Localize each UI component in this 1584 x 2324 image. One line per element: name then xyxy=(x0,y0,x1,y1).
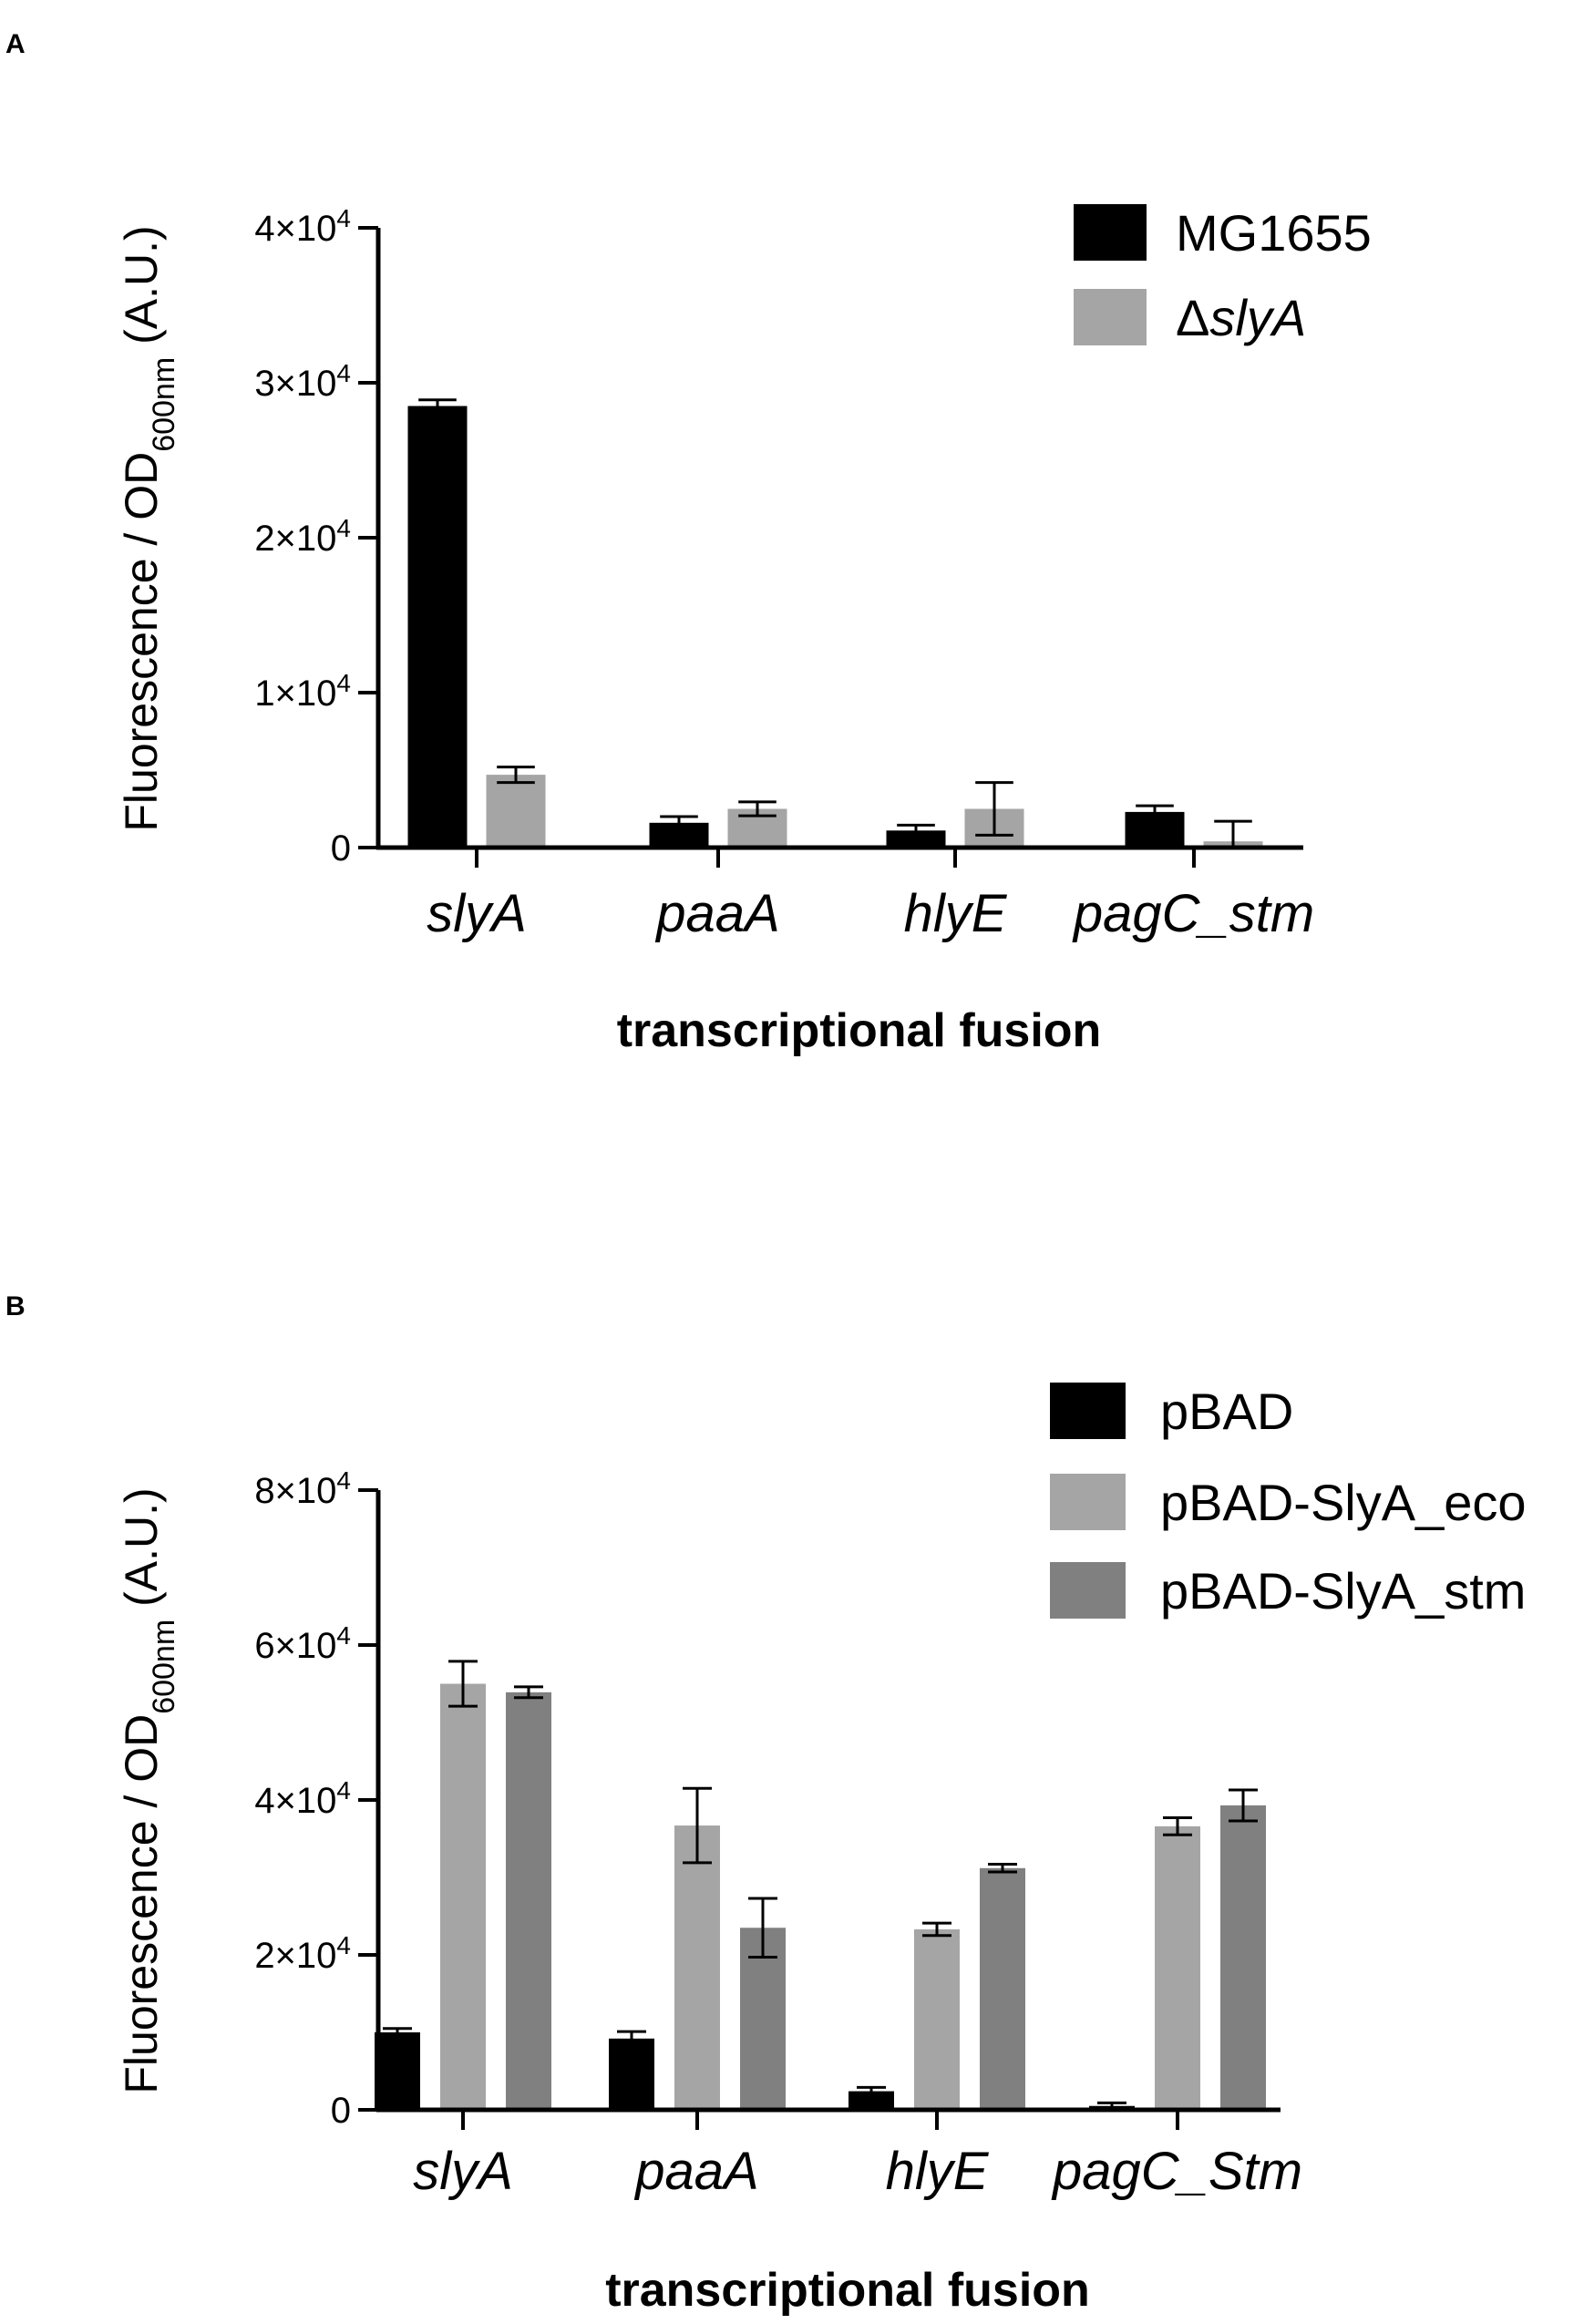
y-tick-label: 3×104 xyxy=(254,359,351,405)
bar-pbad-slya-eco-hlye xyxy=(914,1928,960,2110)
bar-pbad-paaa xyxy=(609,2038,654,2110)
legend-label-slya: ΔslyA xyxy=(1176,289,1306,346)
bar-pbad-slya-eco-pagc-stm xyxy=(1155,1825,1200,2110)
legend-swatch-pbad xyxy=(1050,1383,1126,1439)
x-tick-label-pagc-stm: pagC_Stm xyxy=(1051,2142,1302,2201)
error-bar-pbad-slya-eco-pagc-stm xyxy=(1163,1816,1192,1836)
legend-label-pbad-slya-stm: pBAD-SlyA_stm xyxy=(1160,1562,1526,1620)
bar-pbad-slya-eco-paaa xyxy=(674,1825,720,2110)
legend-label-pbad-slya-eco: pBAD-SlyA_eco xyxy=(1160,1474,1527,1531)
legend-swatch-pbad-slya-eco xyxy=(1050,1474,1126,1530)
error-bar-pbad-slya-eco-paaa xyxy=(683,1786,712,1865)
error-bar-pbad-slya-eco-hlye xyxy=(922,1921,951,1938)
panel-a-letter: A xyxy=(5,29,26,59)
legend: pBAD pBAD-SlyA_eco pBAD-SlyA_stm xyxy=(1050,1383,1527,1620)
x-tick-label-slya: slyA xyxy=(413,2142,513,2201)
x-tick-label-slya: slyA xyxy=(427,884,527,943)
bar-pbad-slya-eco-slya xyxy=(440,1683,486,2110)
bar-mg1655-slya xyxy=(407,406,468,848)
panel-b-letter: B xyxy=(5,1291,26,1321)
error-bar-slya-hlye xyxy=(975,781,1013,837)
x-axis-title: transcriptional fusion xyxy=(605,2264,1090,2317)
legend: MG1655 ΔslyA xyxy=(1074,204,1372,346)
x-tick-label-paaa: paaA xyxy=(654,884,779,943)
error-bar-pbad-hlye xyxy=(857,2085,886,2097)
y-axis-title: Fluorescence / OD600nm (A.U.) xyxy=(116,225,181,831)
error-bar-slya-paaa xyxy=(738,800,777,818)
error-bar-pbad-paaa xyxy=(617,2030,646,2047)
y-tick-label: 8×104 xyxy=(254,1466,351,1512)
y-tick-label: 0 xyxy=(331,2091,351,2131)
error-bar-mg1655-hlye xyxy=(897,823,935,838)
error-bar-pbad-slya xyxy=(383,2027,412,2038)
legend-label-mg1655: MG1655 xyxy=(1176,204,1372,262)
error-bar-mg1655-slya xyxy=(418,398,457,414)
y-tick-label: 6×104 xyxy=(254,1621,351,1667)
y-tick-label: 1×104 xyxy=(254,669,351,715)
error-bar-pbad-slya-stm-pagc-stm xyxy=(1229,1788,1258,1823)
bar-pbad-slya-stm-slya xyxy=(506,1692,551,2110)
y-tick-label: 0 xyxy=(331,828,351,869)
y-axis-title: Fluorescence / OD600nm (A.U.) xyxy=(116,1487,181,2093)
x-tick-label-hlye: hlyE xyxy=(904,884,1008,943)
legend-swatch-slya xyxy=(1074,289,1147,345)
x-tick-label-hlye: hlyE xyxy=(886,2142,990,2201)
legend-swatch-pbad-slya-stm xyxy=(1050,1562,1126,1619)
error-bar-mg1655-paaa xyxy=(660,815,698,831)
bar-pbad-slya-stm-pagc-stm xyxy=(1220,1805,1266,2110)
legend-label-pbad: pBAD xyxy=(1160,1383,1293,1440)
error-bar-slya-slya xyxy=(497,766,535,785)
error-bar-pbad-slya-eco-slya xyxy=(448,1660,478,1708)
bar-pbad-slya xyxy=(375,2032,420,2110)
bar-slya-slya xyxy=(486,775,546,848)
y-tick-label: 2×104 xyxy=(254,514,351,560)
y-tick-label: 4×104 xyxy=(254,204,351,250)
x-axis-title: transcriptional fusion xyxy=(617,1004,1102,1057)
y-tick-label: 4×104 xyxy=(254,1776,351,1822)
panel-b-chart: B 0 2×104 4×104 6×104 8×104 slyA paaA hlyE pagC_… xyxy=(5,1291,1527,2317)
error-bar-mg1655-pagc-stm xyxy=(1136,804,1174,820)
error-bar-pbad-slya-stm-paaa xyxy=(748,1897,777,1959)
legend-swatch-mg1655 xyxy=(1074,204,1147,261)
error-bar-pbad-slya-stm-hlye xyxy=(988,1863,1017,1874)
bar-pbad-slya-stm-hlye xyxy=(980,1867,1025,2110)
y-tick-label: 2×104 xyxy=(254,1931,351,1977)
x-tick-label-pagc-stm: pagC_stm xyxy=(1072,884,1314,943)
panel-a-chart: A 0 1×104 2×104 3×104 4×104 slyA paaA hlyE pagC_… xyxy=(5,29,1372,1057)
x-tick-label-paaa: paaA xyxy=(633,2142,758,2201)
error-bar-pbad-slya-stm-slya xyxy=(514,1685,543,1700)
